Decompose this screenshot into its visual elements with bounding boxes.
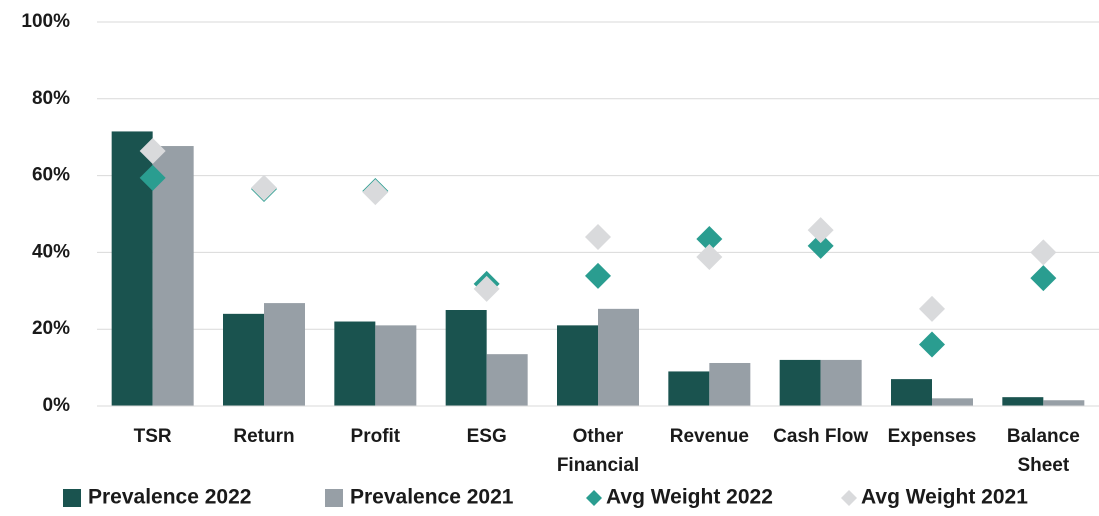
legend-swatch bbox=[63, 489, 81, 507]
y-tick-label: 60% bbox=[32, 165, 70, 186]
bar bbox=[264, 303, 305, 406]
y-tick-label: 20% bbox=[32, 318, 70, 339]
diamond-marker bbox=[251, 174, 277, 201]
diamond-marker bbox=[362, 179, 389, 206]
bar bbox=[334, 321, 376, 406]
legend-label: Prevalence 2021 bbox=[350, 486, 514, 509]
x-tick-label: Revenue bbox=[670, 426, 749, 447]
bar bbox=[486, 354, 528, 406]
legend-label: Avg Weight 2022 bbox=[606, 486, 773, 509]
diamond-marker bbox=[919, 295, 945, 322]
diamond-marker bbox=[585, 224, 611, 251]
bar bbox=[445, 310, 487, 406]
diamond-marker bbox=[807, 217, 834, 244]
x-tick-label: Balance Sheet bbox=[1007, 426, 1080, 476]
y-tick-label: 80% bbox=[32, 88, 70, 109]
bar bbox=[152, 146, 194, 407]
diamond-marker bbox=[1030, 239, 1057, 266]
x-tick-label: Return bbox=[233, 426, 294, 447]
bar bbox=[598, 308, 639, 406]
bar bbox=[1002, 397, 1044, 406]
diamond-marker bbox=[139, 164, 166, 191]
legend-swatch bbox=[325, 489, 343, 507]
diamond-marker bbox=[919, 331, 945, 358]
diamond-marker bbox=[696, 244, 723, 271]
legend-label: Prevalence 2022 bbox=[88, 486, 251, 509]
legend-swatch bbox=[586, 490, 602, 506]
diamond-marker bbox=[139, 138, 166, 165]
legend-swatch bbox=[841, 490, 857, 506]
diamond-marker bbox=[473, 275, 500, 302]
y-tick-label: 40% bbox=[32, 241, 70, 262]
bar bbox=[223, 313, 264, 406]
diamond-marker bbox=[585, 262, 611, 289]
bar bbox=[1043, 400, 1085, 406]
x-tick-label: Other Financial bbox=[557, 426, 639, 476]
y-tick-label: 100% bbox=[21, 11, 70, 32]
bar bbox=[668, 371, 710, 406]
diamond-marker bbox=[807, 232, 834, 259]
x-tick-label: Cash Flow bbox=[773, 426, 868, 447]
x-tick-label: ESG bbox=[467, 426, 507, 447]
legend-label: Avg Weight 2021 bbox=[861, 486, 1028, 509]
y-tick-label: 0% bbox=[43, 395, 71, 416]
bar bbox=[375, 325, 417, 406]
bar bbox=[932, 398, 973, 406]
bar bbox=[709, 362, 751, 406]
diamond-marker bbox=[1030, 265, 1057, 292]
x-tick-label: Expenses bbox=[888, 426, 977, 447]
bar bbox=[779, 359, 821, 406]
diamond-marker bbox=[696, 225, 723, 252]
bar bbox=[557, 325, 598, 406]
bar bbox=[891, 379, 932, 406]
bar bbox=[820, 359, 862, 406]
x-tick-label: TSR bbox=[134, 426, 172, 447]
x-tick-label: Profit bbox=[351, 426, 401, 447]
